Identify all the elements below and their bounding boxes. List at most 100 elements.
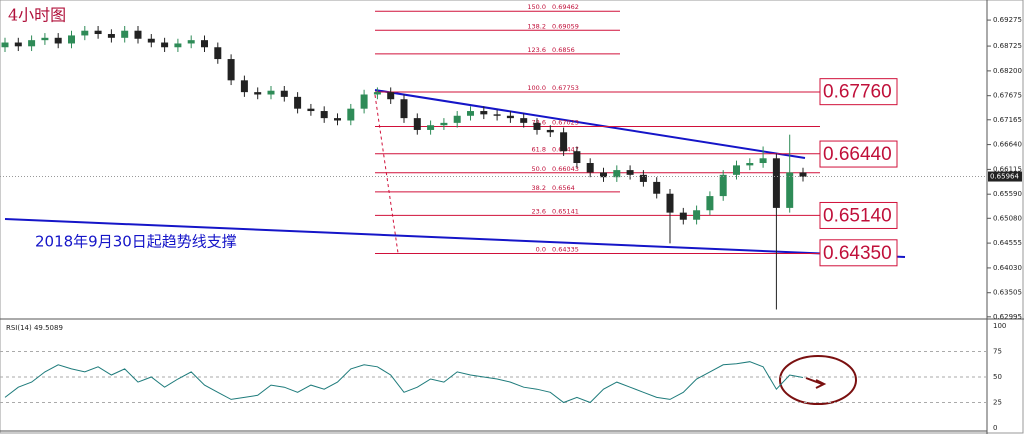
y-tick-label: 0.69275 [993,16,1022,24]
candle-body [666,193,674,213]
candle-body [453,115,461,123]
candle-body [759,158,767,164]
candle-body [41,37,49,41]
candle-body [600,172,607,178]
fib-price: 0.6564 [552,184,575,192]
fib-ratio: 150.0 [527,3,546,11]
candle-body [653,181,661,194]
last-price-label: 0.65964 [990,173,1019,181]
fib-ratio: 0.0 [536,246,546,254]
y-tick-label: 0.68200 [993,67,1022,75]
candle-body [320,111,328,119]
candle-body [533,122,541,130]
candle-body [280,90,288,97]
candle-body [440,122,448,126]
candle-body [68,35,75,44]
key-level-box [819,140,898,168]
chart-title: 4小时图 [8,6,66,25]
candle-body [546,129,554,133]
fib-anchor [374,94,399,254]
candle-body [347,108,355,121]
candle-body [81,30,89,36]
candle-body [679,212,687,220]
fib-price: 0.64335 [552,246,579,254]
y-tick-label: 0.67675 [993,92,1022,100]
candle-body [799,172,807,177]
candle-body [626,170,634,175]
candle-body [201,40,208,48]
y-tick-label: 0.66115 [993,165,1022,173]
candle-body [1,42,9,48]
candle-body [174,43,182,48]
annotation: 2018年9月30日起趋势线支撑 [35,233,237,251]
fib-price: 0.69462 [552,3,579,11]
candle-body [413,118,421,130]
candle-body [267,90,275,95]
rsi-tick-label: 0 [993,424,997,432]
highlight-arrow [805,377,827,389]
candle-body [613,170,621,178]
candle-body [480,111,488,115]
fib-ratio: 138.2 [527,22,546,30]
fib-price: 0.66043 [552,165,579,173]
candle-body [227,59,235,81]
candle-body [427,125,435,130]
key-level-label: 0.66440 [823,144,892,165]
fib-ratio: 50.0 [532,165,546,173]
fib-ratio: 78.6 [532,118,546,126]
fib-ratio: 23.6 [532,207,546,215]
candle-body [560,132,568,152]
fib-ratio: 38.2 [532,184,546,192]
key-level-box [819,239,898,267]
fib-price: 0.67023 [552,118,579,126]
candle-body [786,172,794,208]
candle-body [493,114,501,116]
candle-body [467,111,474,116]
fib-price: 0.67753 [552,84,579,92]
y-tick-label: 0.62995 [993,313,1022,321]
y-tick-label: 0.64555 [993,239,1022,247]
candle-body [693,210,701,220]
key-level-label: 0.65140 [823,205,892,226]
y-tick-label: 0.63505 [993,289,1022,297]
y-tick-label: 0.67165 [993,116,1022,124]
rsi-tick-label: 75 [993,348,1002,356]
candle-body [400,99,408,119]
resistance-trendline [374,89,806,159]
candle-body [161,42,169,48]
candle-body [134,30,142,39]
candle-body [772,158,780,208]
rsi-tick-label: 25 [993,398,1002,406]
key-level-box [819,201,898,229]
candle-body [360,94,368,109]
candle-body [733,165,740,175]
fib-price: 0.69059 [552,22,579,30]
candle-body [334,118,341,121]
candle-body [240,80,248,93]
candle-body [387,92,395,100]
rsi-line [4,361,804,404]
candle-body [14,42,22,47]
candle-body [639,174,647,182]
candle-body [586,163,594,173]
fib-ratio: 61.8 [532,146,546,154]
candle-body [187,40,195,44]
candle-body [121,30,129,38]
y-tick-label: 0.66640 [993,141,1022,149]
candle-body [28,40,36,47]
highlight-ellipse [779,355,857,405]
key-level-label: 0.64350 [823,243,892,264]
candle-body [294,96,302,109]
rsi-tick-label: 50 [993,373,1002,381]
y-tick-label: 0.68725 [993,42,1022,50]
candle-body [107,34,115,38]
candle-body [147,38,155,43]
y-tick-label: 0.65080 [993,214,1022,222]
rsi-tick-label: 100 [993,322,1006,330]
y-tick-label: 0.65590 [993,190,1022,198]
last-price-box [988,171,1022,182]
candle-body [307,108,315,112]
candle-body [214,47,222,60]
candle-body [94,30,102,35]
support-trendline [4,218,906,258]
